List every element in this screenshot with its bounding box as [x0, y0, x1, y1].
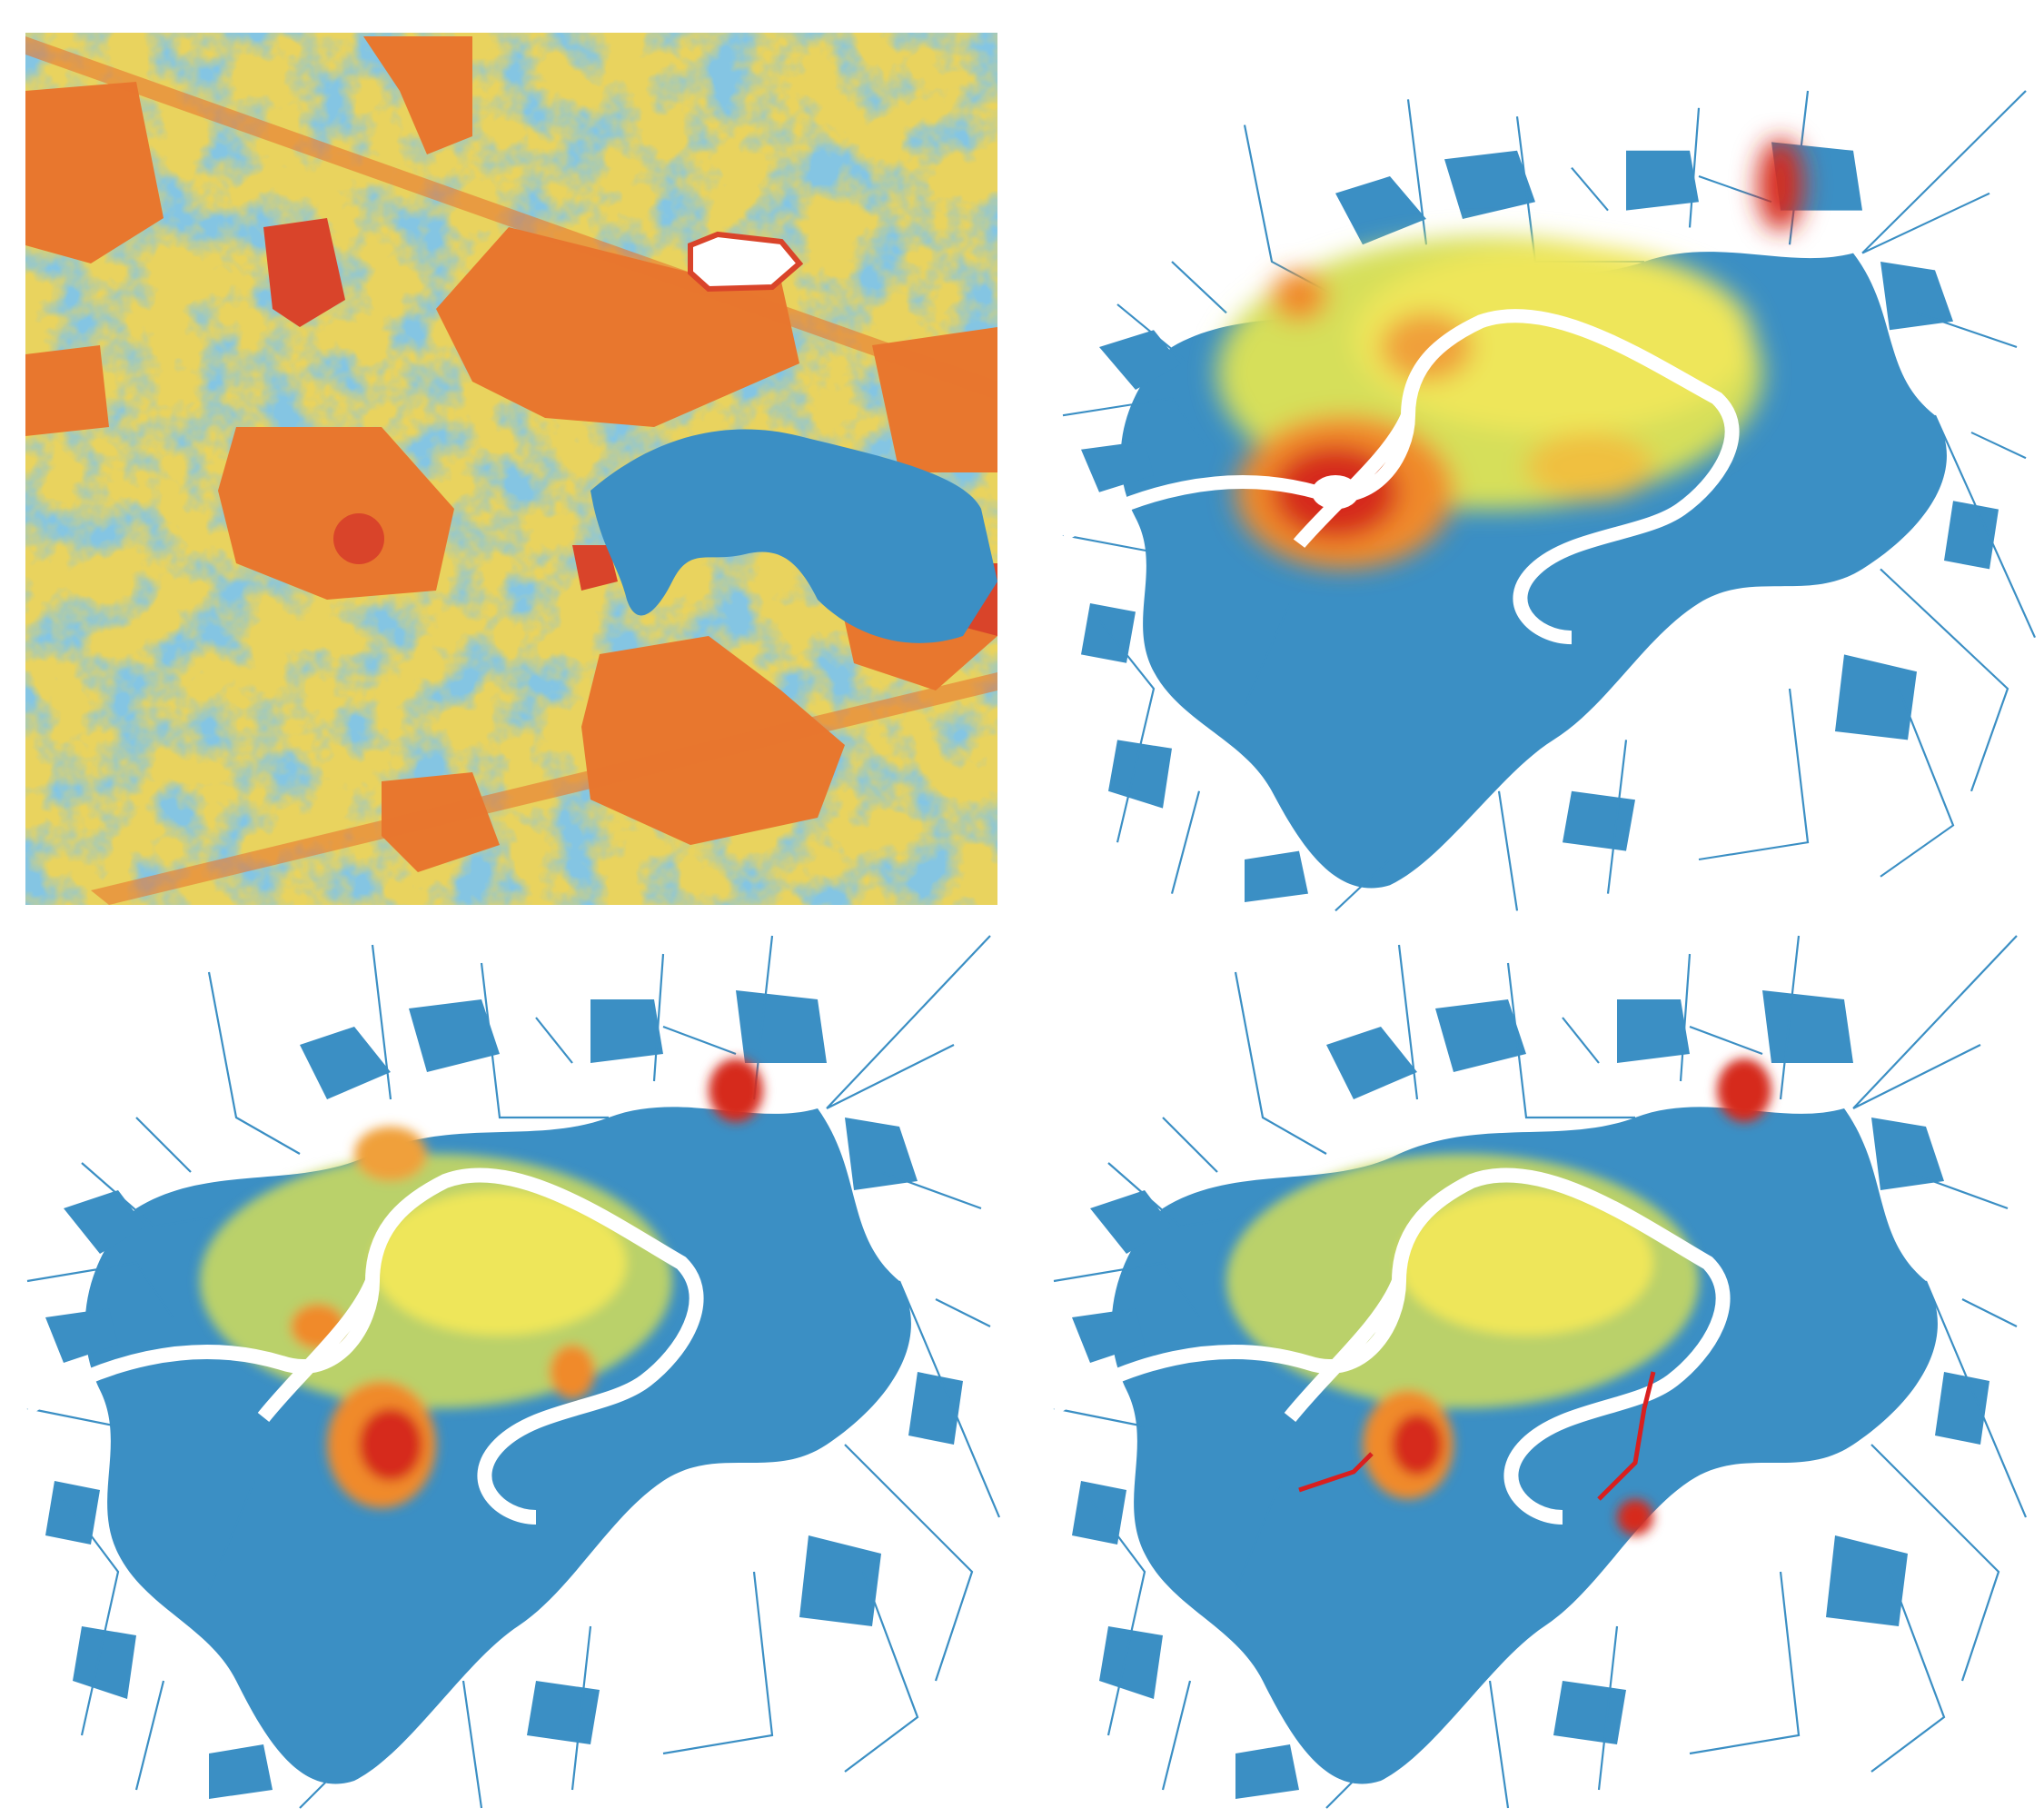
- void: [1312, 475, 1359, 510]
- raster-river: [590, 429, 997, 643]
- heat-surface: [200, 1058, 763, 1508]
- raster-panel: [25, 33, 997, 905]
- map-panel-3: [27, 934, 1001, 1810]
- map-panel-2: [1063, 89, 2037, 912]
- highlighted-link: [1298, 1371, 1656, 1501]
- raster-peak: [263, 218, 997, 636]
- map-panel-4: [1054, 934, 2028, 1810]
- heat-surface: [1226, 1058, 1771, 1535]
- raster-void: [688, 231, 804, 293]
- heat-surface: [1217, 137, 1803, 570]
